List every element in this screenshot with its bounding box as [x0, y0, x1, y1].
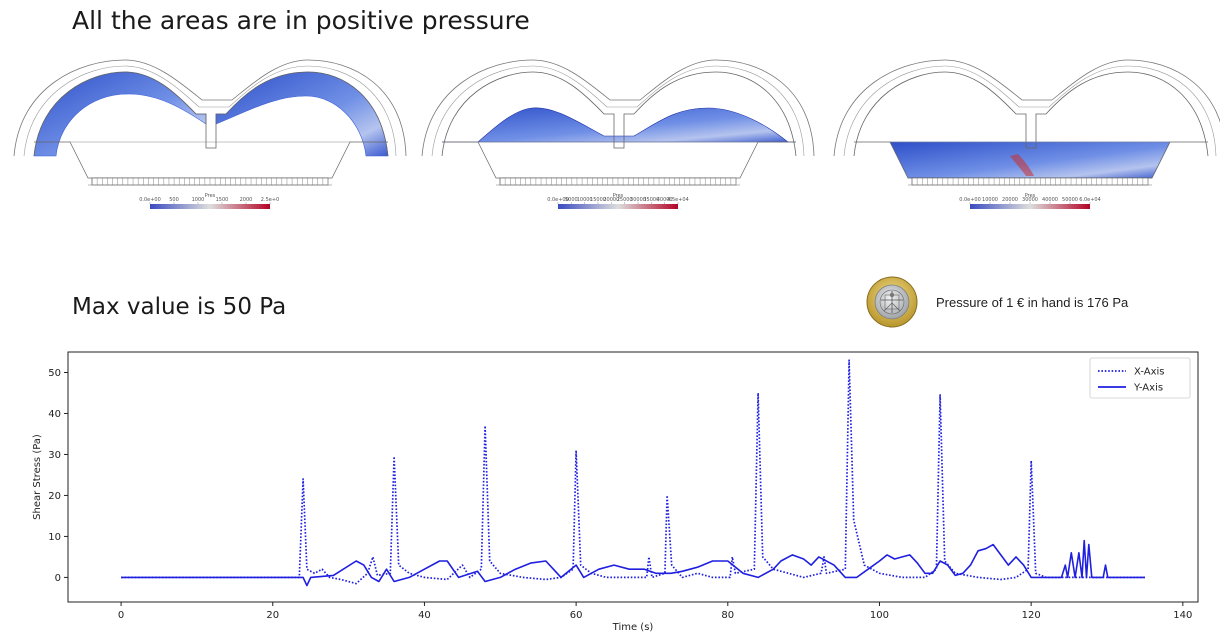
colorbar-tick-label: 40000	[1042, 197, 1058, 203]
colorbar-tick-label: 4.5e+04	[667, 197, 689, 203]
colorbar-tick-label: 1500	[216, 197, 229, 203]
simulation-panel-bottom: Pres 0.0e+00 10000 20000 30000 40000 50000 6.0e…	[830, 56, 1220, 236]
y-tick-label: 30	[48, 450, 61, 461]
x-tick-label: 40	[418, 610, 431, 621]
bowl-mid-wall	[431, 65, 805, 157]
y-tick-label: 0	[55, 573, 61, 584]
plot-frame	[67, 351, 1199, 603]
max-value-heading: Max value is 50 Pa	[72, 294, 287, 320]
base-box	[442, 141, 796, 179]
euro-coin-icon	[866, 276, 918, 328]
bowl-mid-wall	[843, 65, 1217, 157]
colorbar-tick-label: 10000	[577, 197, 593, 203]
base-box	[34, 141, 388, 179]
colorbar-tick-label: 2000	[240, 197, 253, 203]
x-tick-label: 0	[118, 610, 124, 621]
colorbar-tick-label: 6.0e+04	[1079, 197, 1101, 203]
x-tick-label: 100	[870, 610, 889, 621]
shear-stress-chart: 0 20 40 60 80 100 120 140 0 10 20 30 40 50 Time (s) She…	[32, 351, 1199, 633]
colorbar-tick-label: 40000	[657, 197, 673, 203]
colorbar	[150, 204, 270, 209]
colorbar-tick-label: 10000	[982, 197, 998, 203]
colorbar-tick-label: 35000	[643, 197, 659, 203]
x-tick-label: 120	[1022, 610, 1041, 621]
coin-caption: Pressure of 1 € in hand is 176 Pa	[936, 294, 1129, 310]
simulation-panel-full: Pres 0.0e+00 500 1000 1500 2000 2.5e+0	[10, 56, 410, 236]
colorbar-tick-label: 5000	[565, 197, 578, 203]
series-line-x-axis	[121, 359, 1145, 585]
colorbar-tick-label: 50000	[1062, 197, 1078, 203]
legend-label: Y-Axis	[1133, 383, 1163, 394]
pressure-hotspot	[1010, 154, 1034, 176]
colorbar-tick-label: 20000	[603, 197, 619, 203]
y-axis-title: Shear Stress (Pa)	[32, 434, 43, 520]
colorbar-tick-label: 15000	[590, 197, 606, 203]
bowl-mid-wall	[23, 65, 397, 157]
x-tick-label: 140	[1173, 610, 1192, 621]
colorbar-tick-label: 2.5e+0	[261, 197, 279, 203]
colorbar-tick-label: 0.0e+00	[959, 197, 981, 203]
legend-box	[1089, 357, 1191, 399]
bowl-inner-wall	[853, 71, 1209, 157]
y-tick-label: 20	[48, 491, 61, 502]
x-axis-title: Time (s)	[612, 622, 654, 633]
colorbar-tick-label: 25000	[617, 197, 633, 203]
x-tick-label: 80	[721, 610, 734, 621]
colorbar-title: Pres	[205, 193, 216, 199]
y-tick-label: 50	[48, 368, 61, 379]
fluid-half	[442, 107, 796, 143]
colorbar-tick-label: 0.0e+00	[139, 197, 161, 203]
colorbar-tick-label: 30000	[630, 197, 646, 203]
x-tick-label: 20	[266, 610, 279, 621]
bowl-outer-wall	[421, 59, 815, 157]
colorbar-tick-label: 500	[169, 197, 179, 203]
colorbar-tick-label: 20000	[1002, 197, 1018, 203]
bowl-inner-wall	[33, 71, 389, 157]
bowl-inner-wall	[441, 71, 797, 157]
y-tick-label: 10	[48, 532, 61, 543]
colorbar	[558, 204, 678, 209]
colorbar-title: Pres	[613, 193, 624, 199]
coin-note: Pressure of 1 € in hand is 176 Pa	[866, 274, 1128, 330]
bowl-outer-wall	[13, 59, 407, 157]
bowl-diagram: Pres 0.0e+00 500 1000 1500 2000 2.5e+0	[13, 59, 407, 209]
bowl-diagram: Pres 0.0e+00 10000 20000 30000 40000 50000 6.0e…	[833, 59, 1220, 209]
colorbar-tick-label: 0.0e+00	[547, 197, 569, 203]
colorbar-title: Pres	[1025, 193, 1036, 199]
y-tick-label: 40	[48, 409, 61, 420]
colorbar	[970, 204, 1090, 209]
x-tick-label: 60	[570, 610, 583, 621]
colorbar-tick-label: 30000	[1022, 197, 1038, 203]
simulation-panel-half: Pres 0.0e+00 5000 10000 15000 20000 25000 30000…	[418, 56, 818, 236]
series-line-y-axis	[121, 539, 1145, 587]
bowl-outer-wall	[833, 59, 1220, 157]
colorbar-tick-label: 1000	[192, 197, 205, 203]
fluid-right-lobe	[215, 71, 389, 157]
fluid-left-lobe	[33, 71, 207, 157]
page-heading: All the areas are in positive pressure	[72, 6, 530, 35]
legend-label: X-Axis	[1134, 367, 1165, 378]
